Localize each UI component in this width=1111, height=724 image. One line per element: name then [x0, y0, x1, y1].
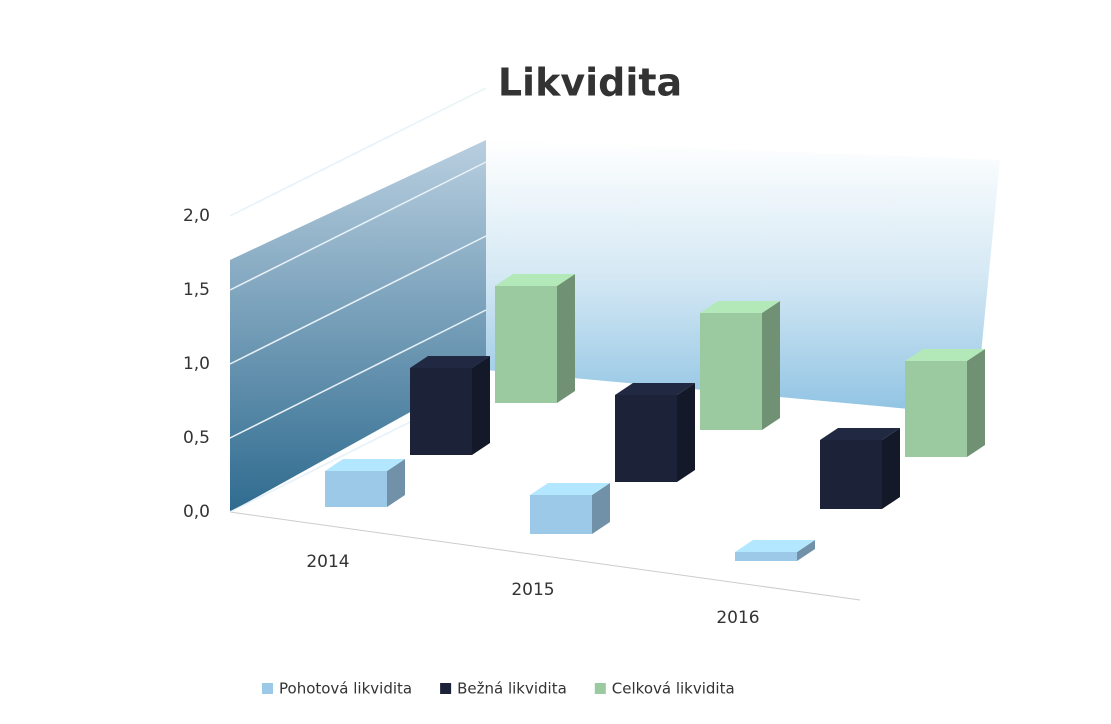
bar-side — [592, 483, 610, 534]
bar-top — [820, 428, 900, 440]
bar-side — [762, 301, 780, 430]
grid-line — [229, 161, 487, 291]
bar-side — [472, 356, 490, 455]
bar-side — [677, 383, 695, 482]
bar — [700, 313, 762, 430]
bar-side — [967, 349, 985, 457]
bar-side — [797, 540, 815, 561]
bar-top — [905, 349, 985, 361]
back-wall — [486, 140, 1000, 415]
legend-swatch — [262, 683, 273, 694]
side-wall — [230, 140, 486, 512]
grid-line — [229, 87, 487, 217]
y-tick-label: 0,5 — [183, 428, 210, 448]
bar — [530, 495, 592, 534]
legend-label: Pohotová likvidita — [279, 680, 412, 698]
chart-title: Likvidita — [498, 61, 682, 105]
bar — [735, 552, 797, 561]
x-tick-label: 2014 — [306, 552, 349, 572]
bar — [905, 361, 967, 457]
bar — [820, 440, 882, 509]
x-tick-label: 2016 — [716, 608, 759, 628]
y-tick-label: 2,0 — [183, 206, 210, 226]
bar-side — [557, 274, 575, 403]
bar — [410, 368, 472, 455]
bar-top — [615, 383, 695, 395]
legend-label: Celková likvidita — [612, 680, 735, 698]
bar-top — [325, 459, 405, 471]
bar-top — [410, 356, 490, 368]
legend-label: Bežná likvidita — [457, 680, 567, 698]
x-tick-label: 2015 — [511, 580, 554, 600]
bar — [325, 471, 387, 507]
legend-swatch — [594, 683, 606, 694]
bar-top — [735, 540, 815, 552]
bar-side — [882, 428, 900, 509]
bar — [495, 286, 557, 403]
legend-swatch — [440, 683, 452, 694]
floor-edge — [229, 511, 861, 601]
bar-side — [387, 459, 405, 507]
y-tick-label: 1,0 — [183, 354, 210, 374]
bar-top — [530, 483, 610, 495]
grid-line — [229, 309, 487, 439]
bar-top — [700, 301, 780, 313]
y-tick-label: 0,0 — [183, 502, 210, 522]
y-tick-label: 1,5 — [183, 280, 210, 300]
bar — [615, 395, 677, 482]
grid-line — [229, 235, 487, 365]
bar-top — [495, 274, 575, 286]
